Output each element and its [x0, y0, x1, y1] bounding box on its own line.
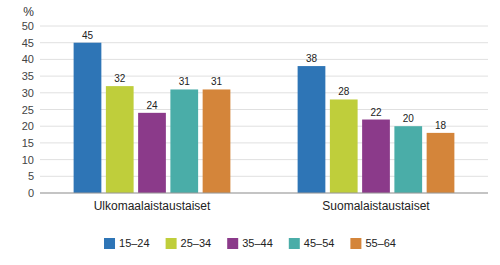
y-tick-label: 15	[22, 137, 34, 149]
bar	[330, 99, 358, 193]
legend-label: 25–34	[181, 237, 212, 249]
bars	[74, 43, 455, 193]
legend-item: 15–24	[104, 237, 150, 249]
bar	[427, 133, 455, 193]
y-tick-label: 0	[28, 187, 34, 199]
bar	[394, 126, 422, 193]
y-tick-label: 30	[22, 87, 34, 99]
bar	[138, 113, 166, 193]
data-label: 28	[338, 86, 350, 97]
data-label: 38	[306, 53, 318, 64]
y-axis-label: %	[23, 5, 34, 19]
y-tick-label: 45	[22, 37, 34, 49]
y-tick-label: 5	[28, 170, 34, 182]
legend-swatch	[104, 238, 115, 249]
legend-label: 55–64	[365, 237, 396, 249]
y-tick-label: 20	[22, 120, 34, 132]
bar	[170, 89, 198, 193]
y-axis: 0 5 10 15 20 25 30 35 40 45 50	[22, 20, 488, 199]
y-tick-label: 10	[22, 154, 34, 166]
bar	[106, 86, 134, 193]
legend-item: 45–54	[289, 237, 335, 249]
grid-line	[40, 26, 488, 27]
legend-swatch	[166, 238, 177, 249]
legend-swatch	[350, 238, 361, 249]
legend-item: 55–64	[350, 237, 396, 249]
chart-container: 0 5 10 15 20 25 30 35 40 45 50% 45 38 32 28 24 22 31 20 31 1…	[0, 0, 500, 265]
data-label: 31	[179, 76, 191, 87]
y-tick-label: 50	[22, 20, 34, 32]
data-label: 18	[435, 120, 447, 131]
legend-label: 15–24	[119, 237, 150, 249]
bar	[362, 120, 390, 193]
grid-line	[40, 76, 488, 77]
legend-label: 35–44	[242, 237, 273, 249]
data-label: 32	[114, 73, 126, 84]
legend-item: 25–34	[166, 237, 212, 249]
bar	[298, 66, 326, 193]
grid-line	[40, 42, 488, 43]
x-tick-label: Ulkomaalaistaustaiset	[94, 199, 211, 213]
y-tick-label: 35	[22, 70, 34, 82]
legend-swatch	[289, 238, 300, 249]
data-labels: 45 38 32 28 24 22 31 20 31 18	[82, 30, 447, 131]
y-tick-label: 40	[22, 53, 34, 65]
legend: 15–24 25–34 35–44 45–54 55–64	[104, 237, 396, 249]
chart: 0 5 10 15 20 25 30 35 40 45 50% 45 38 32 28 24 22 31 20 31 1…	[0, 0, 500, 265]
grid-line	[40, 193, 488, 194]
data-label: 31	[211, 76, 223, 87]
data-label: 20	[403, 113, 415, 124]
bar	[203, 89, 231, 193]
x-tick-label: Suomalaistaustaiset	[322, 199, 430, 213]
data-label: 45	[82, 30, 94, 41]
legend-item: 35–44	[227, 237, 273, 249]
y-tick-label: 25	[22, 104, 34, 116]
x-axis-line	[40, 193, 488, 194]
grid-line	[40, 59, 488, 60]
data-label: 22	[370, 107, 382, 118]
legend-label: 45–54	[304, 237, 335, 249]
data-label: 24	[146, 100, 158, 111]
bar	[74, 43, 102, 193]
legend-swatch	[227, 238, 238, 249]
